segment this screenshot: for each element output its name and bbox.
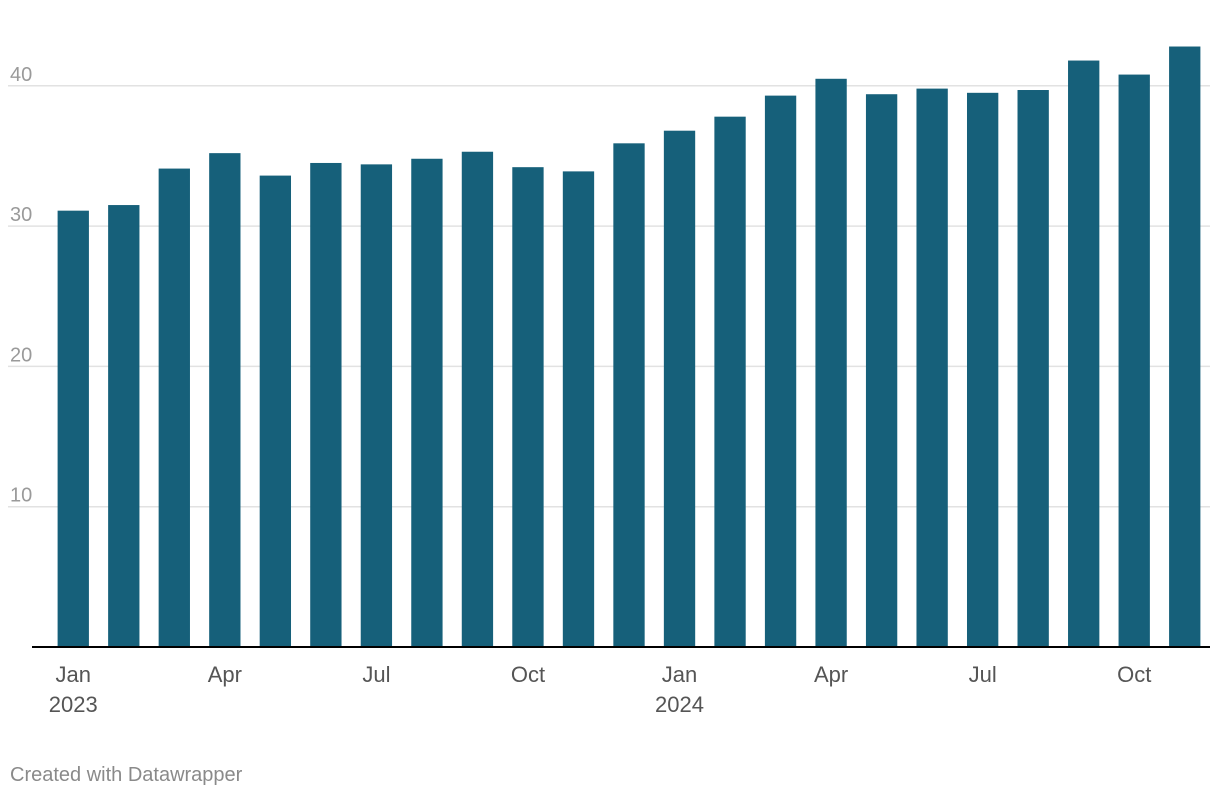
grid-lines: [8, 85, 1210, 508]
x-tick-label: Jul: [969, 662, 997, 687]
x-tick-label: Oct: [511, 662, 545, 687]
bar: [259, 175, 292, 648]
y-tick-label: 20: [10, 344, 32, 366]
bar: [411, 158, 443, 648]
bar: [714, 116, 746, 647]
bar: [815, 78, 847, 647]
x-tick-label: Jan: [56, 662, 91, 687]
x-tick-label: Oct: [1117, 662, 1151, 687]
x-tick-label: Jul: [362, 662, 390, 687]
credit-text: Created with Datawrapper: [10, 764, 243, 786]
bar: [360, 164, 393, 648]
bar: [209, 153, 241, 648]
bar: [57, 210, 89, 648]
bar: [1017, 90, 1049, 647]
bar: [966, 92, 999, 647]
y-tick-label: 10: [10, 485, 32, 507]
bars: [57, 46, 1201, 648]
bar: [1118, 74, 1150, 648]
x-tick-label: Apr: [814, 662, 848, 687]
bar: [916, 88, 948, 647]
bar: [613, 143, 645, 647]
bar: [1068, 60, 1100, 647]
bar: [108, 205, 140, 647]
y-axis-ticks: 10 20 30 40: [10, 64, 32, 507]
bar: [663, 130, 696, 648]
bar: [1169, 46, 1201, 648]
bar: [461, 151, 494, 647]
bar: [764, 95, 797, 648]
y-tick-label: 30: [10, 204, 32, 226]
bar: [865, 94, 898, 647]
x-tick-label: Jan: [662, 662, 697, 687]
bar: [562, 171, 595, 647]
bar: [512, 167, 544, 647]
x-axis-ticks: Jan 2023 Apr Jul Oct Jan 2024 Apr Jul Oct: [49, 662, 1152, 717]
bar: [310, 162, 342, 647]
bar: [158, 168, 190, 647]
x-tick-year-label: 2023: [49, 692, 98, 717]
x-tick-year-label: 2024: [655, 692, 704, 717]
y-tick-label: 40: [10, 64, 32, 86]
x-tick-label: Apr: [208, 662, 242, 687]
